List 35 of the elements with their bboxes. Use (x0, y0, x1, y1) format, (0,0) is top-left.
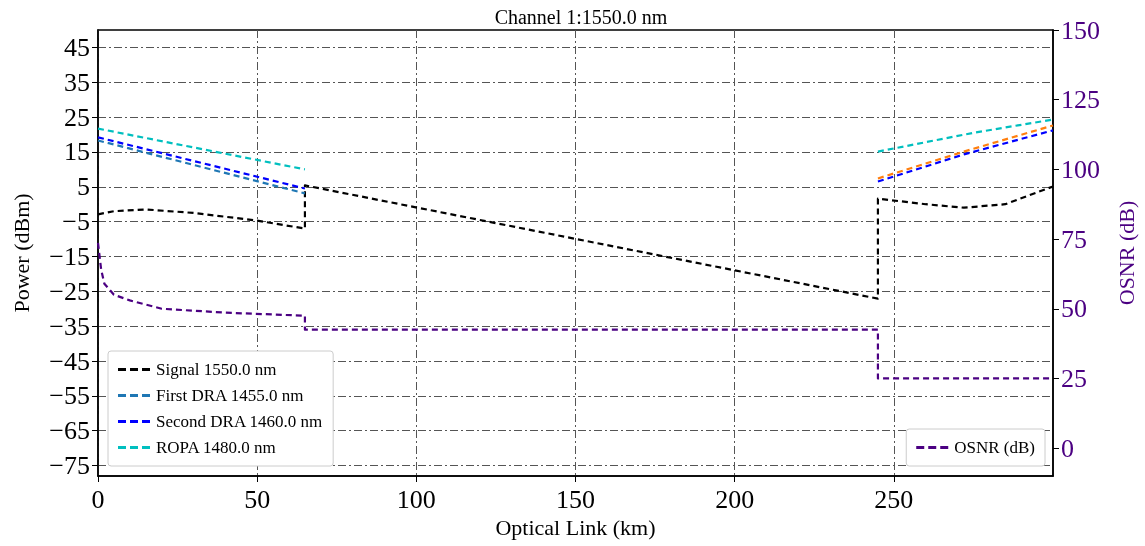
y-tick-label: −75 (49, 451, 90, 481)
y-tick-label: −35 (49, 311, 90, 341)
y2-tick-label: 75 (1061, 224, 1087, 254)
x-axis-title: Optical Link (km) (495, 515, 656, 541)
y-tick-label: −45 (49, 346, 90, 376)
y-tick-label: 35 (64, 67, 90, 97)
y2-tick-label: 50 (1061, 294, 1087, 324)
legend-label: OSNR (dB) (954, 438, 1036, 457)
y2-tick-label: 0 (1061, 433, 1074, 463)
legend-label: Signal 1550.0 nm (156, 360, 277, 379)
legend-label: ROPA 1480.0 nm (156, 438, 276, 457)
y-tick-label: −5 (62, 207, 90, 237)
y-tick-label: −15 (49, 241, 90, 271)
y2-tick-label: 100 (1061, 154, 1100, 184)
chart-title: Channel 1:1550.0 nm (494, 6, 668, 28)
legend-label: First DRA 1455.0 nm (156, 386, 304, 405)
x-tick-label: 200 (715, 484, 755, 514)
y-axis-title: Power (dBm) (8, 193, 34, 313)
x-tick-label: 100 (396, 484, 436, 514)
y2-tick-label: 150 (1061, 15, 1100, 45)
x-tick-label: 50 (244, 484, 271, 514)
x-tick-label: 150 (556, 484, 595, 514)
y-tick-label: 15 (64, 137, 90, 167)
y2-tick-label: 25 (1061, 363, 1087, 393)
x-tick-label: 250 (874, 484, 914, 514)
x-tick-label: 0 (91, 484, 105, 514)
legend-label: Second DRA 1460.0 nm (156, 412, 323, 431)
y-tick-label: −25 (49, 276, 90, 306)
y-tick-label: 5 (77, 172, 90, 202)
y-tick-label: 25 (64, 102, 90, 132)
y2-tick-label: 125 (1061, 85, 1100, 115)
y2-axis-title: OSNR (dB) (1113, 200, 1139, 306)
y-tick-label: −55 (49, 381, 90, 411)
y-tick-label: −65 (49, 416, 90, 446)
y-tick-label: 45 (64, 32, 90, 62)
